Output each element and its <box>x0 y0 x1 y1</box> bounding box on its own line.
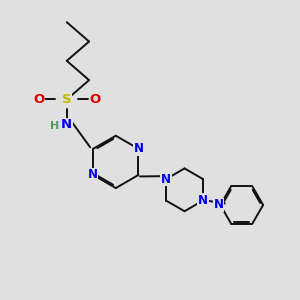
Text: H: H <box>50 121 59 131</box>
Text: S: S <box>62 93 72 106</box>
Text: N: N <box>198 194 208 207</box>
Text: O: O <box>33 93 44 106</box>
Text: N: N <box>88 169 98 182</box>
Text: N: N <box>61 118 72 131</box>
Text: N: N <box>161 172 171 186</box>
Text: N: N <box>134 142 144 155</box>
Text: O: O <box>89 93 100 106</box>
Text: N: N <box>214 199 224 212</box>
